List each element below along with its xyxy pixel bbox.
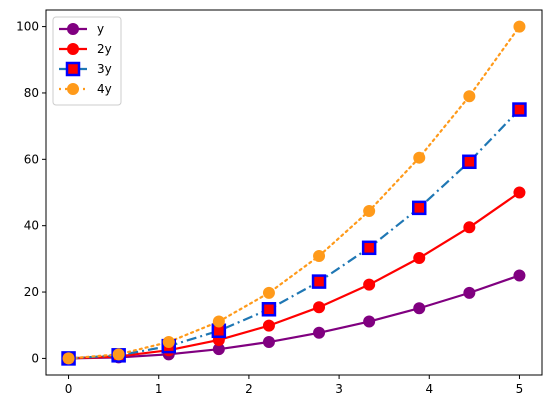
data-point-y-7 (413, 302, 426, 315)
data-point-3y-8 (462, 154, 477, 170)
data-point-y-8 (463, 286, 476, 299)
legend-label-2y: 2y (97, 42, 112, 56)
x-axis: 0 1 2 3 4 5 (65, 375, 524, 396)
data-point-2y-5 (313, 301, 326, 314)
data-point-4y-3 (212, 315, 225, 328)
data-point-4y-0 (62, 352, 75, 365)
data-point-2y-4 (262, 319, 275, 332)
x-tick-label-0: 0 (65, 382, 73, 396)
data-point-3y-9 (512, 102, 527, 117)
data-point-3y-5 (311, 274, 327, 289)
data-point-4y-8 (463, 90, 476, 103)
plot-background (46, 10, 542, 375)
x-tick-label-1: 1 (155, 382, 163, 396)
legend-marker-4y (67, 83, 79, 95)
y-tick-label-40: 40 (24, 219, 39, 233)
data-point-y-6 (363, 315, 376, 328)
legend-label-4y: 4y (97, 82, 112, 96)
data-point-4y-4 (262, 286, 275, 299)
legend-marker-3y (65, 61, 81, 77)
data-point-2y-8 (463, 221, 476, 234)
data-point-4y-5 (313, 250, 326, 263)
y-tick-label-0: 0 (31, 351, 39, 365)
y-tick-label-20: 20 (24, 285, 39, 299)
marker-layer (61, 20, 527, 366)
legend-box (52, 16, 122, 106)
x-tick-label-3: 3 (335, 382, 343, 396)
series-line-y (68, 274, 520, 360)
data-point-4y-6 (363, 204, 376, 217)
data-point-2y-9 (513, 186, 526, 199)
y-tick-label-80: 80 (24, 86, 39, 100)
legend-marker-2y (67, 43, 79, 55)
data-point-y-5 (313, 326, 326, 339)
data-point-3y-4 (261, 302, 277, 317)
plot-frame (45, 9, 543, 376)
legend: y 2y 3y 4y (52, 16, 122, 106)
data-point-2y-7 (413, 252, 426, 265)
data-point-3y-7 (412, 200, 427, 216)
y-tick-label-60: 60 (24, 152, 39, 166)
x-tick-label-5: 5 (516, 382, 524, 396)
legend-marker-y (67, 23, 79, 35)
series-layer (67, 25, 521, 360)
data-point-y-9 (513, 269, 526, 282)
legend-label-y: y (97, 22, 104, 36)
series-line-4y (67, 25, 521, 360)
data-point-y-4 (262, 336, 275, 349)
y-axis: 0 20 40 60 80 100 (16, 20, 46, 365)
data-point-4y-7 (413, 151, 426, 164)
y-tick-label-100: 100 (16, 20, 39, 34)
data-point-4y-1 (112, 348, 125, 361)
x-tick-label-2: 2 (245, 382, 253, 396)
data-point-3y-6 (361, 240, 377, 256)
data-point-2y-6 (363, 278, 376, 291)
data-point-4y-2 (162, 336, 175, 349)
data-point-4y-9 (513, 20, 526, 33)
series-line-2y (68, 191, 521, 360)
legend-label-3y: 3y (97, 62, 112, 76)
series-line-3y (68, 108, 521, 360)
x-tick-label-4: 4 (425, 382, 433, 396)
